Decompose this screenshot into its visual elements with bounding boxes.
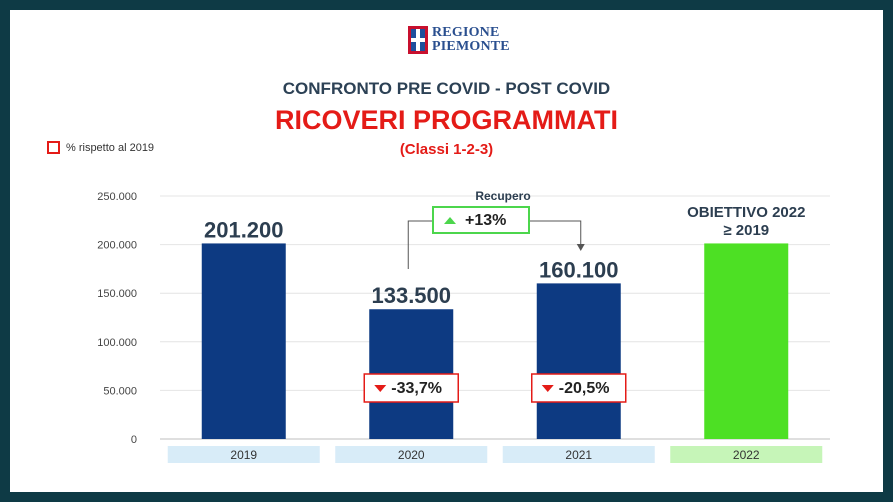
pct-badge-2021: -20,5%	[531, 373, 627, 403]
goal-line-1: OBIETTIVO 2022	[687, 204, 805, 221]
y-tick-label: 250.000	[97, 191, 137, 203]
pct-badge-2020: -33,7%	[363, 373, 459, 403]
value-label: 133.500	[371, 283, 451, 308]
x-tick-label: 2019	[230, 448, 257, 462]
recovery-line-left	[407, 220, 433, 269]
bar-2022	[704, 243, 789, 439]
arrow-down-icon	[374, 385, 387, 392]
chart-title: RICOVERI PROGRAMMATI	[275, 105, 618, 135]
x-tick-label: 2021	[565, 448, 592, 462]
bar-2019	[201, 243, 286, 439]
chart-subtitle: (Classi 1-2-3)	[399, 141, 494, 158]
x-category-cell	[502, 446, 655, 463]
coat-of-arms-icon	[408, 26, 428, 54]
bar-chart: 0 50.000 100.000 150.000 200.000 250.000 2019…	[97, 189, 830, 463]
x-category-cell	[167, 446, 320, 463]
x-tick-label: 2022	[733, 448, 760, 462]
goal-line-2: ≥ 2019	[723, 222, 769, 239]
y-tick-label: 0	[131, 434, 137, 446]
bar-2021	[536, 283, 621, 439]
legend-swatch	[47, 141, 60, 154]
legend: % rispetto al 2019	[47, 141, 154, 154]
y-tick-label: 150.000	[97, 288, 137, 300]
value-label: 160.100	[539, 257, 619, 282]
x-category-cell	[335, 446, 488, 463]
logo-line-2: PIEMONTE	[432, 39, 510, 54]
x-tick-label: 2020	[398, 448, 425, 462]
y-tick-label: 50.000	[103, 385, 137, 397]
x-category-cell	[670, 446, 823, 463]
supertitle: CONFRONTO PRE COVID - POST COVID	[282, 79, 611, 98]
logo-line-1: REGIONE	[432, 25, 500, 40]
y-tick-label: 100.000	[97, 337, 137, 349]
arrow-head-icon	[576, 244, 585, 251]
y-tick-label: 200.000	[97, 240, 137, 252]
value-label: 201.200	[204, 217, 284, 242]
arrow-down-icon	[541, 385, 554, 392]
legend-label: % rispetto al 2019	[66, 141, 155, 154]
pct-label: -33,7%	[391, 380, 442, 397]
recovery-value: +13%	[465, 212, 506, 229]
recovery-line-right	[529, 220, 582, 246]
pct-label: -20,5%	[559, 380, 610, 397]
regione-piemonte-logo: REGIONE PIEMONTE	[408, 26, 510, 54]
arrow-up-icon	[444, 217, 456, 224]
recovery-title: Recupero	[475, 189, 530, 203]
slide: REGIONE PIEMONTE CONFRONTO PRE COVID - P…	[10, 10, 883, 492]
